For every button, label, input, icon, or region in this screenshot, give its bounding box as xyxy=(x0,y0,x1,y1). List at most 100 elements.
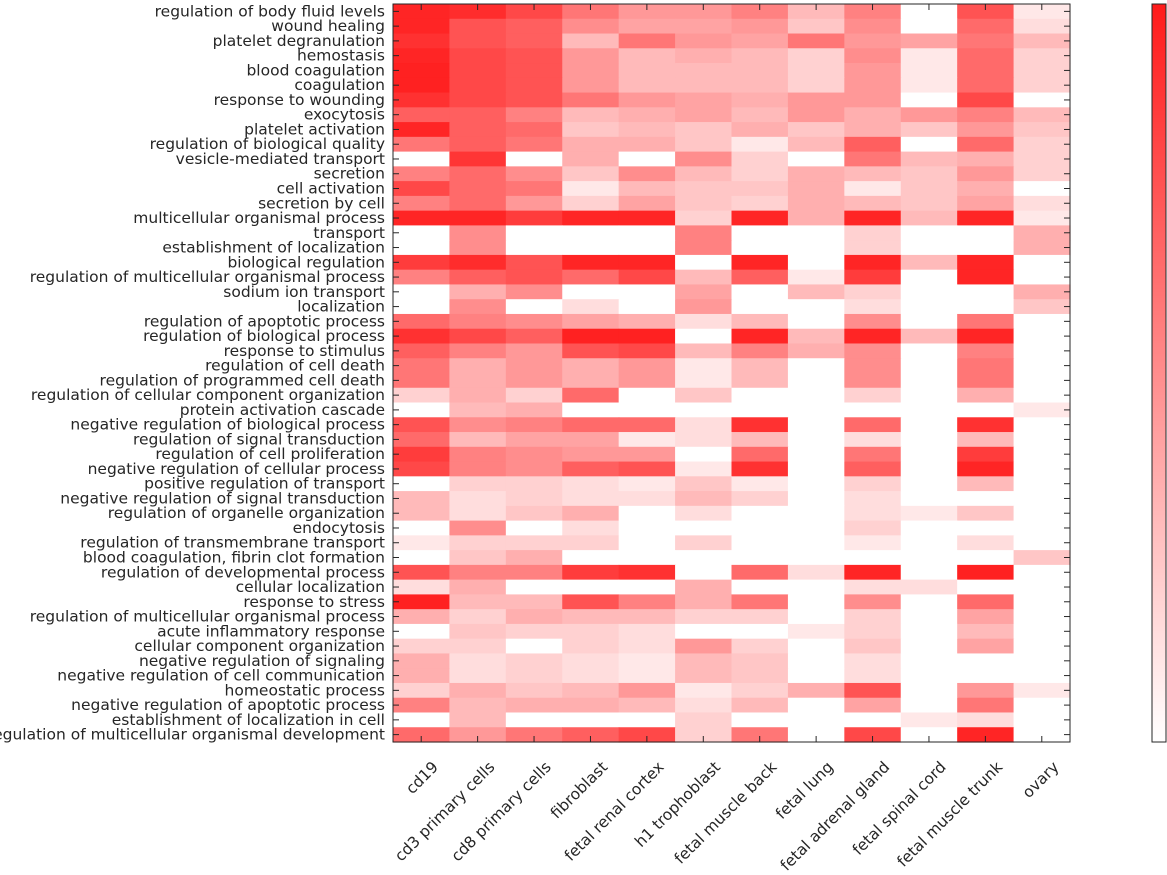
heatmap-cell xyxy=(1013,432,1071,448)
heatmap-cell xyxy=(505,682,563,699)
heatmap-cell xyxy=(449,92,507,108)
column-label: ovary xyxy=(1019,758,1063,802)
heatmap-cell xyxy=(731,195,789,212)
heatmap-cell xyxy=(393,638,451,655)
heatmap-cell xyxy=(844,122,902,138)
heatmap-cell xyxy=(449,373,507,389)
heatmap-cell xyxy=(900,505,958,522)
heatmap-cell xyxy=(787,727,845,743)
heatmap-cell xyxy=(675,373,733,389)
heatmap-cell xyxy=(505,122,563,138)
heatmap-cell xyxy=(618,653,676,669)
heatmap-cell xyxy=(393,166,451,182)
heatmap-cell xyxy=(844,432,902,448)
heatmap-cell xyxy=(562,638,620,655)
heatmap-cell xyxy=(900,712,958,728)
heatmap-cell xyxy=(1013,387,1071,404)
heatmap-cell xyxy=(505,254,563,271)
heatmap-cell xyxy=(900,446,958,463)
heatmap-cell xyxy=(1013,254,1071,271)
heatmap-cell xyxy=(675,195,733,212)
heatmap-cell xyxy=(844,535,902,551)
colorbar xyxy=(1151,3,1167,743)
heatmap-cell xyxy=(957,638,1015,655)
heatmap-cell xyxy=(787,402,845,418)
heatmap-cell xyxy=(675,727,733,743)
heatmap-cell xyxy=(449,653,507,669)
heatmap-cell xyxy=(618,609,676,625)
heatmap-cell xyxy=(505,92,563,108)
heatmap-cell xyxy=(505,712,563,728)
heatmap-cell xyxy=(844,550,902,566)
heatmap-cell xyxy=(675,653,733,669)
heatmap-cell xyxy=(562,550,620,566)
heatmap-cell xyxy=(505,151,563,167)
heatmap-cell xyxy=(731,269,789,286)
heatmap-cell xyxy=(731,343,789,359)
heatmap-cell xyxy=(393,712,451,728)
column-label: cd8 primary cells xyxy=(448,758,555,865)
heatmap-cell xyxy=(618,77,676,94)
heatmap-cell xyxy=(731,284,789,300)
heatmap-cell xyxy=(449,623,507,640)
heatmap-cell xyxy=(844,520,902,536)
heatmap-cell xyxy=(505,225,563,241)
heatmap-cell xyxy=(618,195,676,212)
heatmap-cell xyxy=(393,151,451,167)
heatmap-cell xyxy=(844,505,902,522)
heatmap-cell xyxy=(900,682,958,699)
heatmap-cell xyxy=(562,535,620,551)
heatmap-cell xyxy=(900,77,958,94)
heatmap-cell xyxy=(393,535,451,551)
heatmap-cell xyxy=(957,77,1015,94)
row-label: exocytosis xyxy=(304,106,385,124)
heatmap-cell xyxy=(449,682,507,699)
heatmap-cell xyxy=(393,122,451,138)
heatmap-cell xyxy=(449,668,507,684)
heatmap-cell xyxy=(731,505,789,522)
heatmap-cell xyxy=(1013,402,1071,418)
heatmap-cell xyxy=(505,136,563,153)
heatmap-cell xyxy=(844,623,902,640)
heatmap-cell xyxy=(957,550,1015,566)
heatmap-cell xyxy=(844,594,902,610)
heatmap-cell xyxy=(675,343,733,359)
heatmap-cell xyxy=(562,195,620,212)
heatmap-cell xyxy=(957,136,1015,153)
heatmap-cell xyxy=(562,210,620,226)
heatmap-cell xyxy=(393,417,451,433)
heatmap-cell xyxy=(449,727,507,743)
heatmap-cell xyxy=(562,697,620,714)
heatmap-cell xyxy=(393,668,451,684)
heatmap-cell xyxy=(393,313,451,330)
heatmap-cell xyxy=(393,107,451,123)
heatmap-cell xyxy=(900,151,958,167)
heatmap-cell xyxy=(618,727,676,743)
row-label: regulation of signal transduction xyxy=(133,430,385,448)
heatmap-cell xyxy=(731,136,789,153)
heatmap-cell xyxy=(900,195,958,212)
heatmap-cell xyxy=(618,18,676,35)
heatmap-cell xyxy=(731,682,789,699)
row-label: coagulation xyxy=(294,76,385,94)
heatmap-cell xyxy=(562,609,620,625)
heatmap-cell xyxy=(731,564,789,581)
heatmap-cell xyxy=(562,373,620,389)
heatmap-cell xyxy=(449,564,507,581)
heatmap-cell xyxy=(844,373,902,389)
heatmap-cell xyxy=(957,609,1015,625)
heatmap-cell xyxy=(787,166,845,182)
heatmap-cell xyxy=(393,195,451,212)
heatmap-cell xyxy=(505,461,563,477)
heatmap-cell xyxy=(505,520,563,536)
heatmap-cell xyxy=(900,328,958,345)
heatmap-cell xyxy=(505,579,563,595)
heatmap-cell xyxy=(618,33,676,49)
heatmap-cell xyxy=(900,313,958,330)
heatmap-cell xyxy=(731,107,789,123)
heatmap-cell xyxy=(1013,313,1071,330)
heatmap-cell xyxy=(675,402,733,418)
heatmap-cell xyxy=(957,432,1015,448)
heatmap-cell xyxy=(844,18,902,35)
row-label: platelet activation xyxy=(244,120,385,138)
